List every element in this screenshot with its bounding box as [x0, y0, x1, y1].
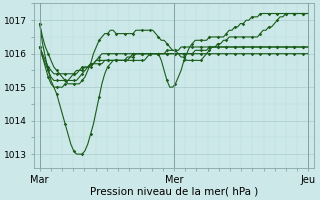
X-axis label: Pression niveau de la mer( hPa ): Pression niveau de la mer( hPa ) [90, 187, 258, 197]
